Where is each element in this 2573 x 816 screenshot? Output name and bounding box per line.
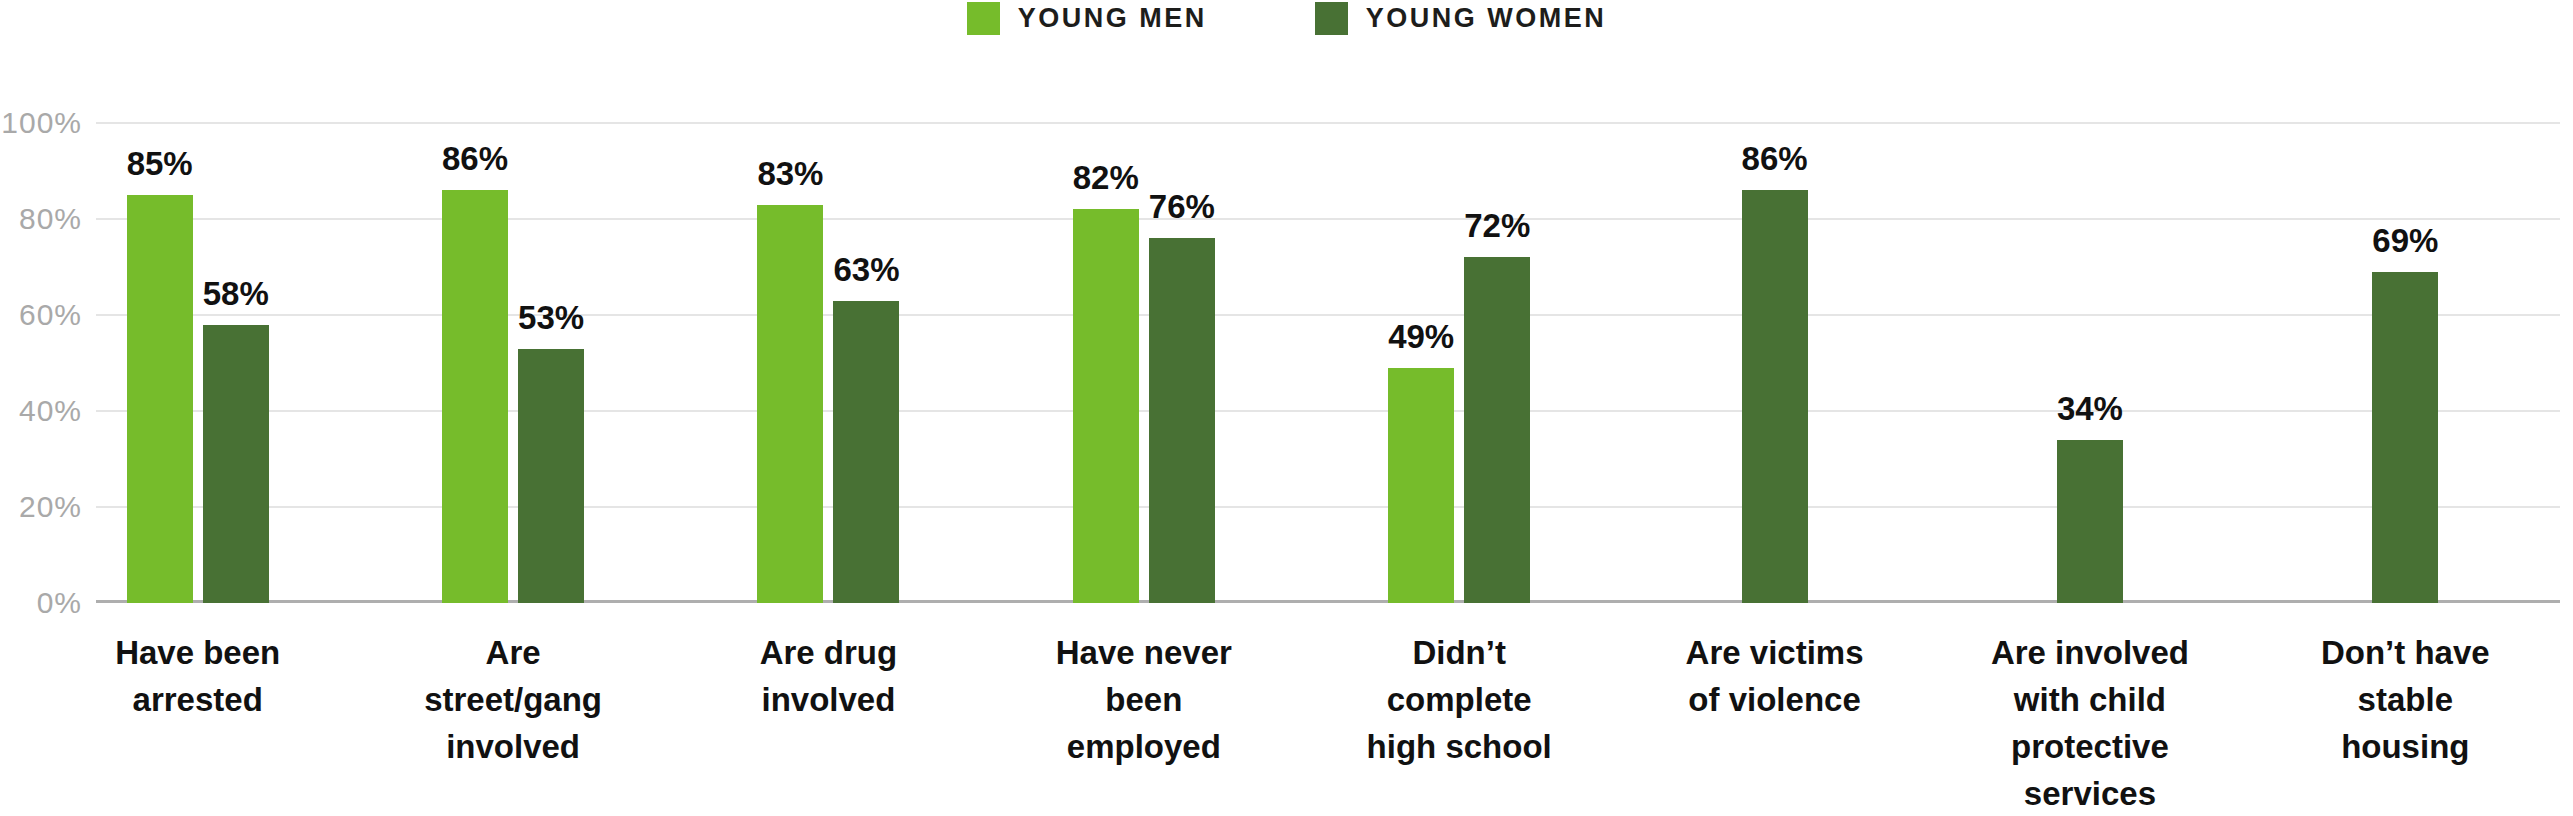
legend-label-young-men: YOUNG MEN (1018, 3, 1207, 34)
value-label: 34% (2057, 390, 2123, 428)
bar-young-women (833, 301, 899, 603)
category-label: Don’t have stable housing (2321, 629, 2490, 770)
bar-wrap: 83% (757, 155, 823, 603)
legend-swatch-young-men-icon (967, 2, 1000, 35)
bar-young-men (1388, 368, 1454, 603)
value-label: 86% (442, 140, 508, 178)
bar-young-men (757, 205, 823, 603)
bars-row: 85% 58% (127, 123, 269, 603)
bar-young-women (203, 325, 269, 603)
bar-young-women (1742, 190, 1808, 603)
bar-wrap: 34% (2057, 390, 2123, 603)
category-label: Are drug involved (760, 629, 898, 723)
bar-young-women (2057, 440, 2123, 603)
category-label: Didn’t complete high school (1367, 629, 1552, 770)
bars-row: 82% 76% (1073, 123, 1215, 603)
bar-young-women (1149, 238, 1215, 603)
bar-group-are-street-gang: 86% 53% Are street/gang involved (355, 123, 670, 816)
legend-item-young-men: YOUNG MEN (967, 2, 1207, 35)
legend-swatch-young-women-icon (1315, 2, 1348, 35)
value-label: 83% (757, 155, 823, 193)
value-label: 85% (127, 145, 193, 183)
value-label: 69% (2372, 222, 2438, 260)
bar-group-have-never-been: 82% 76% Have never been employed (986, 123, 1301, 816)
bar-young-men (1073, 209, 1139, 603)
bars-row: 69% (2372, 123, 2438, 603)
bar-group-have-been-arrested: 85% 58% Have been arrested (40, 123, 355, 816)
bars-row: 86% (1742, 123, 1808, 603)
bar-wrap: 72% (1464, 207, 1530, 603)
category-label: Have been arrested (115, 629, 280, 723)
category-label: Are street/gang involved (424, 629, 602, 770)
category-label: Are involved with child protective servi… (1991, 629, 2189, 816)
bar-young-men (442, 190, 508, 603)
bars-row: 34% (2057, 123, 2123, 603)
legend-label-young-women: YOUNG WOMEN (1366, 3, 1607, 34)
bars-row: 83% 63% (757, 123, 899, 603)
chart-canvas: YOUNG MEN YOUNG WOMEN 100%80%60%40%20%0%… (0, 0, 2573, 816)
bar-young-women (1464, 257, 1530, 603)
bar-wrap: 85% (127, 145, 193, 603)
value-label: 63% (833, 251, 899, 289)
legend: YOUNG MEN YOUNG WOMEN (0, 2, 2573, 35)
value-label: 53% (518, 299, 584, 337)
value-label: 86% (1742, 140, 1808, 178)
bar-wrap: 58% (203, 275, 269, 603)
bar-wrap: 76% (1149, 188, 1215, 603)
value-label: 58% (203, 275, 269, 313)
bar-wrap: 49% (1388, 318, 1454, 603)
value-label: 82% (1073, 159, 1139, 197)
category-label: Are victims of violence (1686, 629, 1864, 723)
bar-young-men (127, 195, 193, 603)
bar-wrap: 86% (1742, 140, 1808, 603)
category-label: Have never been employed (1056, 629, 1232, 770)
value-label: 72% (1464, 207, 1530, 245)
bar-groups: 85% 58% Have been arrested 86% 53% Are street… (40, 123, 2563, 816)
bar-group-didn-t-complete: 49% 72% Didn’t complete high school (1302, 123, 1617, 816)
bar-group-are-drug-involved: 83% 63% Are drug involved (671, 123, 986, 816)
bars-row: 86% 53% (442, 123, 584, 603)
bar-group-don-t-have: 69% Don’t have stable housing (2248, 123, 2563, 816)
bar-wrap: 86% (442, 140, 508, 603)
value-label: 49% (1388, 318, 1454, 356)
legend-item-young-women: YOUNG WOMEN (1315, 2, 1607, 35)
bar-group-are-victims-of: 86% Are victims of violence (1617, 123, 1932, 816)
bar-wrap: 69% (2372, 222, 2438, 603)
bar-wrap: 63% (833, 251, 899, 603)
bar-group-are-involved-with: 34% Are involved with child protective se… (1932, 123, 2247, 816)
bar-wrap: 82% (1073, 159, 1139, 603)
bar-wrap: 53% (518, 299, 584, 603)
bar-young-women (2372, 272, 2438, 603)
value-label: 76% (1149, 188, 1215, 226)
bars-row: 49% 72% (1388, 123, 1530, 603)
bar-young-women (518, 349, 584, 603)
